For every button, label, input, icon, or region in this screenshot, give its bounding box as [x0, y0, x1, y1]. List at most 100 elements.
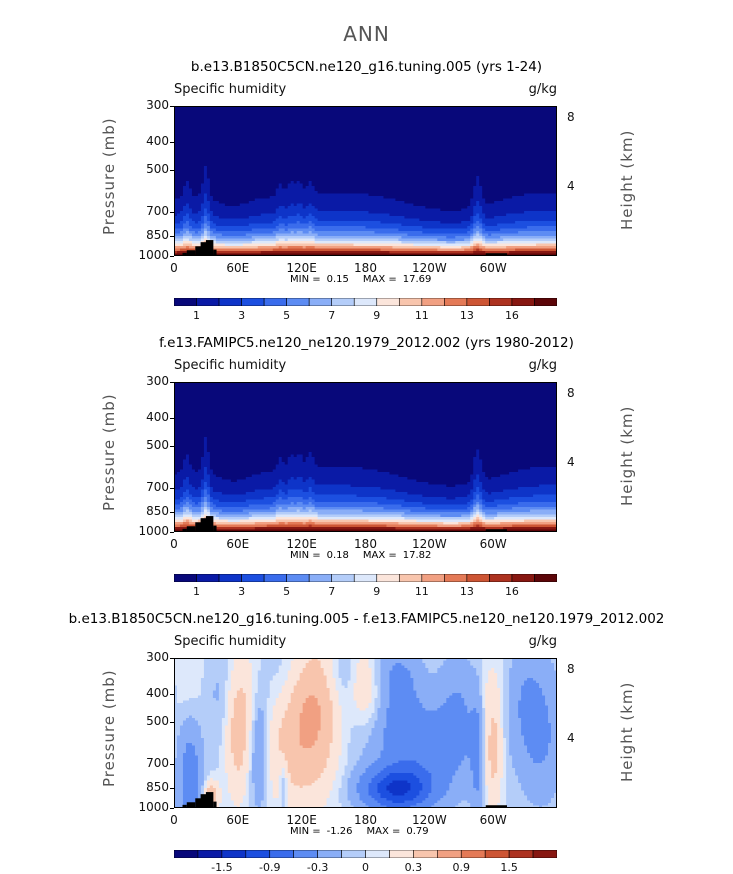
- contour-cell: [437, 524, 462, 528]
- contour-cell: [485, 785, 489, 789]
- contour-cell: [257, 246, 280, 250]
- contour-cell: [287, 703, 304, 707]
- contour-cell: [174, 753, 178, 757]
- contour-cell: [470, 474, 477, 478]
- contour-cell: [305, 459, 316, 463]
- contour-cell: [368, 785, 379, 789]
- contour-cell: [176, 695, 199, 699]
- contour-cell: [248, 778, 253, 782]
- contour-cell: [185, 454, 190, 458]
- contour-cell: [503, 663, 513, 667]
- contour-cell: [185, 181, 190, 185]
- contour-cell: [245, 748, 250, 752]
- contour-cell: [209, 203, 226, 207]
- contour-cell: [527, 795, 555, 799]
- contour-cell: [359, 755, 382, 759]
- contour-cell: [422, 660, 444, 664]
- contour-cell: [476, 509, 480, 513]
- pressure-tick-label: 400: [146, 133, 169, 148]
- contour-cell: [347, 685, 355, 689]
- contour-cell: [269, 720, 283, 724]
- contour-cell: [332, 715, 343, 719]
- contour-cell: [497, 748, 504, 752]
- contour-cell: [248, 795, 256, 799]
- contour-cell: [191, 211, 199, 215]
- contour-cell: [488, 492, 492, 496]
- contour-cell: [374, 723, 388, 727]
- contour-cell: [368, 720, 376, 724]
- contour-cell: [389, 695, 417, 699]
- contour-cell: [431, 788, 450, 792]
- contour-cell: [500, 710, 504, 714]
- contour-cell: [174, 198, 205, 202]
- contour-cell: [455, 805, 471, 808]
- contour-cell: [338, 765, 346, 769]
- contour-cell: [371, 780, 382, 784]
- contour-cell: [230, 795, 244, 799]
- contour-cell: [215, 238, 256, 242]
- contour-cell: [174, 728, 181, 732]
- contour-cell: [500, 236, 557, 240]
- contour-cell: [203, 785, 208, 789]
- contour-cell: [269, 723, 283, 727]
- contour-cell: [320, 660, 334, 664]
- contour-cell: [174, 133, 557, 137]
- contour-cell: [377, 710, 388, 714]
- contour-cell: [350, 484, 447, 488]
- y2-axis-title: Height (km): [618, 681, 636, 782]
- contour-cell: [371, 685, 379, 689]
- contour-cell: [287, 522, 304, 526]
- contour-cell: [482, 241, 486, 245]
- contour-cell: [314, 246, 394, 250]
- contour-cell: [203, 213, 211, 217]
- contour-cell: [371, 675, 376, 679]
- contour-cell: [485, 241, 498, 245]
- contour-cell: [174, 206, 184, 210]
- contour-cell: [329, 743, 343, 747]
- contour-cell: [174, 186, 184, 190]
- contour-cell: [209, 464, 277, 468]
- colorbar-box: [353, 574, 378, 582]
- contour-cell: [512, 660, 552, 664]
- contour-cell: [338, 790, 349, 794]
- contour-cell: [350, 735, 370, 739]
- contour-cell: [203, 675, 229, 679]
- contour-cell: [386, 765, 423, 769]
- contour-cell: [485, 683, 498, 687]
- contour-cell: [185, 509, 190, 513]
- contour-cell: [242, 509, 277, 513]
- contour-cell: [488, 798, 501, 802]
- contour-cell: [314, 695, 331, 699]
- contour-cell: [191, 484, 202, 488]
- contour-cell: [470, 238, 474, 242]
- contour-cell: [263, 758, 268, 762]
- contour-cell: [386, 710, 468, 714]
- contour-cell: [200, 188, 211, 192]
- variable-label: Specific humidity: [174, 82, 287, 97]
- contour-cell: [287, 183, 304, 187]
- contour-cell: [174, 427, 557, 431]
- contour-cell: [323, 805, 343, 808]
- contour-cell: [473, 780, 480, 784]
- contour-cell: [362, 773, 379, 777]
- contour-cell: [269, 735, 280, 739]
- contour-cell: [407, 780, 420, 784]
- contour-cell: [218, 695, 226, 699]
- contour-cell: [341, 783, 349, 787]
- contour-cell: [278, 788, 283, 792]
- contour-cell: [299, 730, 319, 734]
- contour-cell: [275, 514, 319, 518]
- contour-cell: [290, 663, 307, 667]
- contour-cell: [431, 778, 453, 782]
- contour-cell: [287, 186, 304, 190]
- contour-cell: [179, 725, 202, 729]
- contour-cell: [230, 748, 247, 752]
- contour-cell: [515, 248, 557, 252]
- contour-cell: [278, 186, 283, 190]
- colorbar-box: [444, 298, 468, 306]
- contour-cell: [482, 705, 486, 709]
- contour-cell: [482, 663, 504, 667]
- contour-cell: [479, 680, 483, 684]
- contour-cell: [284, 783, 289, 787]
- contour-cell: [248, 755, 253, 759]
